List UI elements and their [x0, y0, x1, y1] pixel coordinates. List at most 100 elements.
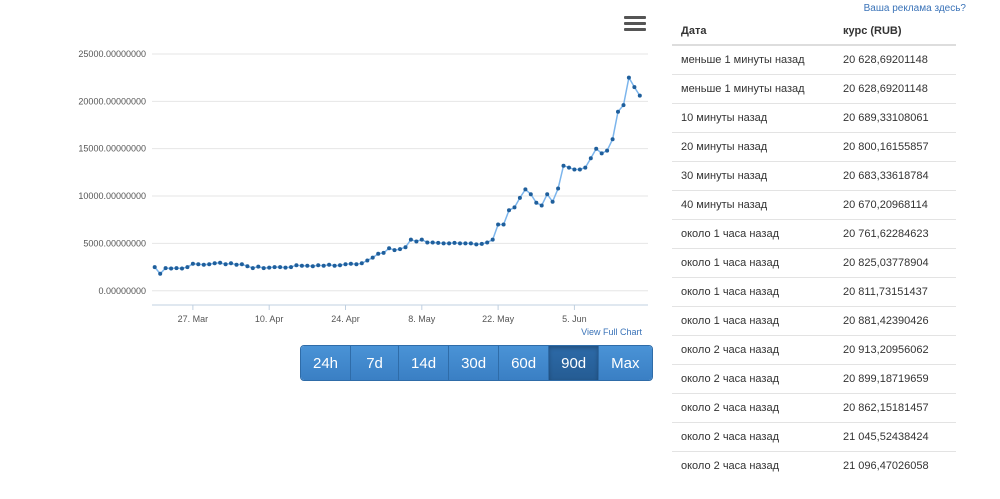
header-date: Дата: [672, 17, 834, 46]
data-point: [539, 203, 544, 208]
row-rate: 21 045,52438424: [834, 421, 956, 451]
data-point: [528, 192, 533, 197]
row-date: около 2 часа назад: [672, 421, 834, 451]
data-point: [223, 262, 228, 267]
data-point: [278, 265, 283, 270]
data-point: [605, 148, 610, 153]
row-rate: 20 683,33618784: [834, 160, 956, 190]
table-row: около 2 часа назад 21 045,52438424: [672, 421, 956, 451]
table-row: около 1 часа назад 20 761,62284623: [672, 218, 956, 248]
row-date: 20 минуты назад: [672, 131, 834, 161]
data-point: [490, 237, 495, 242]
data-point: [201, 262, 206, 267]
view-full-chart-link[interactable]: View Full Chart: [581, 327, 642, 337]
data-point: [327, 262, 332, 267]
table-row: 30 минуты назад 20 683,33618784: [672, 160, 956, 190]
data-point: [245, 264, 250, 269]
data-point: [496, 222, 501, 227]
table-row: 10 минуты назад 20 689,33108061: [672, 102, 956, 132]
data-point: [463, 241, 468, 246]
data-point: [468, 241, 473, 246]
data-point: [419, 237, 424, 242]
row-date: 30 минуты назад: [672, 160, 834, 190]
chart-svg: 25000.00000000 20000.00000000 15000.000000…: [78, 49, 648, 324]
data-point: [616, 109, 620, 114]
data-point: [229, 261, 233, 266]
row-date: меньше 1 минуты назад: [681, 53, 805, 66]
row-rate: 20 761,62284623: [834, 218, 956, 248]
data-point: [294, 263, 299, 268]
data-point: [305, 263, 310, 268]
row-date: меньше 1 минуты назад: [672, 73, 834, 103]
x-tick-label: 22. May: [482, 314, 515, 324]
table-row: меньше 1 минуты назад 20 628,69201148: [672, 45, 956, 74]
x-tick-label: 5. Jun: [562, 314, 587, 324]
data-point: [621, 103, 626, 108]
data-point: [261, 266, 266, 271]
data-point: [310, 264, 315, 269]
ad-link[interactable]: Ваша реклама здесь?: [863, 3, 966, 14]
data-point: [523, 187, 528, 192]
data-point: [430, 240, 435, 245]
data-point: [408, 237, 413, 242]
header-rate: курс (RUB): [834, 17, 956, 46]
row-date: 40 минуты назад: [672, 189, 834, 219]
data-point: [316, 263, 321, 268]
table-row: 20 минуты назад 20 800,16155857: [672, 131, 956, 161]
table-row: около 2 часа назад 20 899,18719659: [672, 363, 956, 393]
table-row: меньше 1 минуты назад 20 628,69201148: [672, 73, 956, 103]
range-button-24h[interactable]: 24h: [301, 346, 352, 380]
row-date: около 2 часа назад: [672, 392, 834, 422]
range-button-30d[interactable]: 30d: [449, 346, 500, 380]
data-point: [458, 241, 462, 246]
row-date: около 1 часа назад: [672, 305, 834, 335]
table-row: около 1 часа назад 20 811,73151437: [672, 276, 956, 306]
row-rate: 20 670,20968114: [834, 189, 956, 219]
data-point: [267, 265, 272, 270]
chart-menu-icon[interactable]: [624, 16, 646, 36]
table-row: около 1 часа назад 20 881,42390426: [672, 305, 956, 335]
row-date: около 1 часа назад: [672, 218, 834, 248]
data-point: [567, 165, 571, 170]
row-rate: 20 628,69201148: [843, 53, 928, 66]
data-point: [174, 266, 179, 271]
range-button-90d[interactable]: 90d: [549, 346, 600, 380]
table-row: около 1 часа назад 20 825,03778904: [672, 247, 956, 277]
data-point: [577, 167, 582, 172]
data-point: [250, 266, 255, 271]
y-tick-label: 5000.00000000: [83, 238, 146, 248]
range-selector: 24h 7d 14d 30d 60d 90d Max: [300, 345, 653, 381]
data-point: [474, 242, 479, 247]
range-button-14d[interactable]: 14d: [399, 346, 450, 380]
data-point: [218, 260, 223, 265]
data-point: [572, 167, 577, 172]
data-point: [180, 266, 184, 271]
table-row: около 2 часа назад 20 913,20956062: [672, 334, 956, 364]
data-point: [637, 93, 642, 98]
x-tick-label: 8. May: [408, 314, 436, 324]
row-rate: 20 811,73151437: [834, 276, 956, 306]
data-point: [365, 258, 370, 263]
data-point: [398, 247, 402, 252]
data-point: [632, 85, 637, 90]
row-date: около 1 часа назад: [672, 276, 834, 306]
data-point: [425, 240, 430, 245]
row-rate: 20 899,18719659: [834, 363, 956, 393]
data-point: [207, 262, 212, 267]
row-rate: 20 689,33108061: [834, 102, 956, 132]
range-button-max[interactable]: Max: [599, 346, 652, 380]
data-point: [414, 239, 419, 244]
row-rate: 20 825,03778904: [834, 247, 956, 277]
data-point: [343, 262, 348, 267]
data-point: [517, 195, 522, 200]
y-tick-label: 15000.00000000: [78, 144, 146, 154]
range-button-60d[interactable]: 60d: [499, 346, 550, 380]
data-point: [381, 250, 386, 255]
data-point: [234, 262, 239, 267]
data-point: [152, 265, 157, 270]
data-point: [561, 163, 566, 168]
x-tick-label: 27. Mar: [178, 314, 209, 324]
range-button-7d[interactable]: 7d: [351, 346, 400, 380]
row-date: около 1 часа назад: [672, 247, 834, 277]
data-point: [610, 137, 615, 142]
